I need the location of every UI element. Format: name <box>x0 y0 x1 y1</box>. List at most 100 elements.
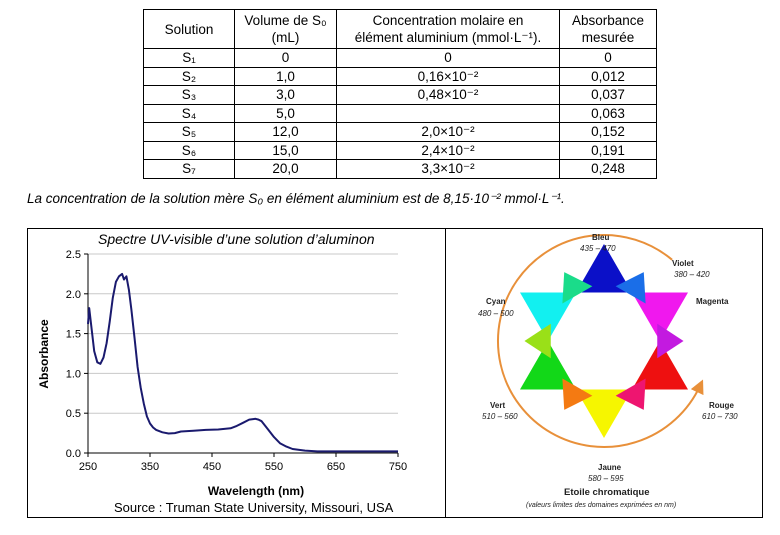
star-mid-rouge-orange <box>615 378 646 410</box>
data-table: Solution Volume de S₀ (mL) Concentration … <box>143 9 657 179</box>
x-axis-label: Wavelength (nm) <box>208 484 304 498</box>
star-triangles <box>519 244 689 438</box>
cell-absorbance: 0,191 <box>559 140 657 160</box>
stock-concentration-note: La concentration de la solution mère S₀ … <box>27 191 565 206</box>
range-cyan: 480 – 500 <box>478 309 514 318</box>
star-point-rouge <box>632 341 689 390</box>
header-volume: Volume de S₀ (mL) <box>234 9 337 49</box>
cell-concentration: 2,0×10⁻² <box>336 122 560 142</box>
cell-concentration: 0 <box>336 48 560 68</box>
grid-lines <box>88 253 398 414</box>
star-caption: (valeurs limites des domaines exprimées … <box>526 502 677 509</box>
tick-labels: 0.0 0.5 1.0 1.5 2.0 2.5 250 350 450 550 650 750 <box>66 249 407 473</box>
axes <box>84 253 399 457</box>
x-tick-label: 550 <box>265 461 283 473</box>
cell-concentration: 0,16×10⁻² <box>336 66 560 86</box>
star-mid-vert-emeraude <box>524 323 551 359</box>
cell-solution: S₅ <box>143 122 235 142</box>
label-rouge: Rouge <box>709 401 734 410</box>
range-bleu: 435 – 470 <box>580 244 616 253</box>
star-mid-bleu-violet <box>615 272 646 304</box>
cell-absorbance: 0 <box>559 48 657 68</box>
table-header-row: Solution Volume de S₀ (mL) Concentration … <box>143 9 657 49</box>
table-row: S₄ 5,0 0,063 <box>143 103 657 123</box>
range-violet: 380 – 420 <box>674 270 710 279</box>
cell-volume: 5,0 <box>234 103 337 123</box>
table-row: S₅ 12,0 2,0×10⁻² 0,152 <box>143 122 657 142</box>
cell-solution: S₃ <box>143 85 235 105</box>
label-vert: Vert <box>490 401 506 410</box>
cell-concentration <box>336 103 560 123</box>
cell-concentration: 0,48×10⁻² <box>336 85 560 105</box>
label-jaune: Jaune <box>598 463 622 472</box>
cell-solution: S₂ <box>143 66 235 86</box>
star-mid-triangles <box>524 272 684 410</box>
label-cyan: Cyan <box>486 297 506 306</box>
cell-volume: 3,0 <box>234 85 337 105</box>
cell-solution: S₁ <box>143 48 235 68</box>
label-magenta: Magenta <box>696 297 729 306</box>
cell-concentration: 2,4×10⁻² <box>336 140 560 160</box>
label-bleu: Bleu <box>592 233 610 242</box>
cell-volume: 0 <box>234 48 337 68</box>
star-center <box>548 292 660 390</box>
label-violet: Violet <box>672 259 694 268</box>
cell-solution: S₄ <box>143 103 235 123</box>
x-tick-label: 250 <box>79 461 97 473</box>
range-jaune: 580 – 595 <box>588 474 624 483</box>
table-row: S₆ 15,0 2,4×10⁻² 0,191 <box>143 140 657 160</box>
star-point-magenta <box>632 292 689 341</box>
table-row: S₂ 1,0 0,16×10⁻² 0,012 <box>143 66 657 86</box>
star-point-jaune <box>576 389 632 438</box>
spectrum-svg: 0.0 0.5 1.0 1.5 2.0 2.5 250 350 450 550 650 750 Wav… <box>37 249 407 498</box>
y-axis-label: Absorbance <box>37 319 51 389</box>
header-absorbance: Absorbance mesurée <box>559 9 657 49</box>
star-mid-cyan-azur <box>562 272 593 304</box>
figure-divider <box>445 228 446 518</box>
range-vert: 510 – 560 <box>482 412 518 421</box>
cell-volume: 12,0 <box>234 122 337 142</box>
header-concentration: Concentration molaire en élément aluminiu… <box>336 9 560 49</box>
cell-absorbance: 0,012 <box>559 66 657 86</box>
header-solution: Solution <box>143 9 235 49</box>
cell-concentration: 3,3×10⁻² <box>336 159 560 179</box>
cell-volume: 20,0 <box>234 159 337 179</box>
y-tick-label: 0.5 <box>66 408 81 420</box>
y-tick-label: 2.5 <box>66 249 81 261</box>
x-tick-label: 650 <box>327 461 345 473</box>
table-row: S₁ 0 0 0 <box>143 48 657 68</box>
cell-volume: 15,0 <box>234 140 337 160</box>
y-tick-label: 0.0 <box>66 448 81 460</box>
star-point-cyan <box>519 292 576 341</box>
figure-frame <box>27 228 763 518</box>
table-row: S₇ 20,0 3,3×10⁻² 0,248 <box>143 159 657 179</box>
star-title: Etoile chromatique <box>564 487 650 498</box>
absorbance-line <box>87 272 398 453</box>
cell-solution: S₆ <box>143 140 235 160</box>
cell-solution: S₇ <box>143 159 235 179</box>
cell-absorbance: 0,037 <box>559 85 657 105</box>
star-mid-jaune-vert <box>562 378 593 410</box>
chart-source: Source : Truman State University, Missou… <box>114 500 394 515</box>
x-tick-label: 750 <box>389 461 407 473</box>
star-point-bleu <box>576 244 632 293</box>
cell-absorbance: 0,152 <box>559 122 657 142</box>
color-star-svg <box>497 234 704 448</box>
y-tick-label: 1.5 <box>66 329 81 341</box>
cell-volume: 1,0 <box>234 66 337 86</box>
color-star-diagram: Bleu 435 – 470 Violet 380 – 420 Magenta … <box>446 229 762 517</box>
series <box>87 272 398 453</box>
star-mid-magenta-rose <box>657 323 684 359</box>
star-point-vert <box>519 341 576 390</box>
x-tick-label: 350 <box>141 461 159 473</box>
range-rouge: 610 – 730 <box>702 412 738 421</box>
x-tick-label: 450 <box>203 461 221 473</box>
cell-absorbance: 0,248 <box>559 159 657 179</box>
uv-visible-spectrum-chart: 0.0 0.5 1.0 1.5 2.0 2.5 250 350 450 550 650 750 Wav… <box>28 229 445 517</box>
chart-title: Spectre UV-visible d’une solution d’alum… <box>98 231 375 247</box>
wavelength-arc <box>497 234 704 448</box>
y-tick-label: 1.0 <box>66 368 81 380</box>
y-tick-label: 2.0 <box>66 289 81 301</box>
table-row: S₃ 3,0 0,48×10⁻² 0,037 <box>143 85 657 105</box>
cell-absorbance: 0,063 <box>559 103 657 123</box>
